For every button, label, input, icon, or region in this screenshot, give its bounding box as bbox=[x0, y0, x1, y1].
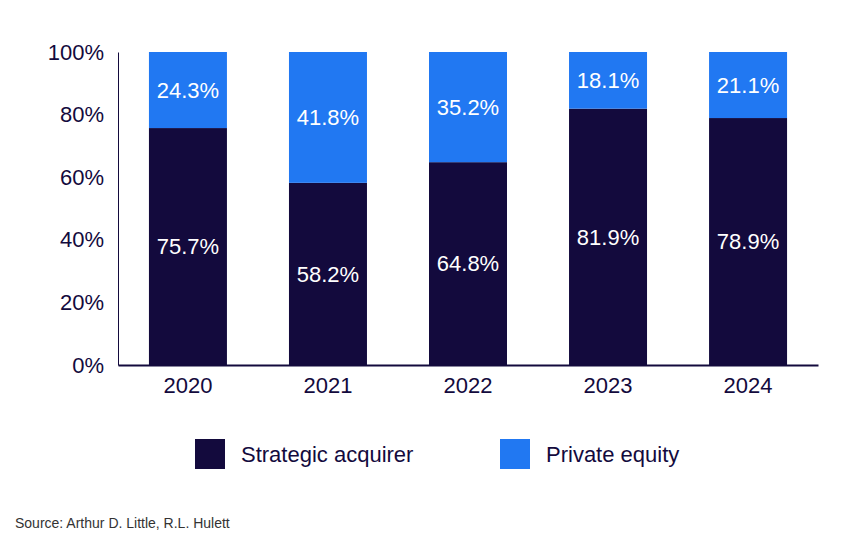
y-tick: 80% bbox=[60, 102, 118, 127]
x-tick-label: 2023 bbox=[584, 373, 633, 398]
data-label: 24.3% bbox=[157, 78, 219, 103]
y-axis-line bbox=[118, 53, 119, 366]
bar bbox=[709, 52, 787, 118]
data-label: 78.9% bbox=[717, 229, 779, 254]
legend-swatch bbox=[195, 439, 225, 469]
y-tick: 20% bbox=[60, 290, 118, 315]
chart: 75.7% 58.2% 64.8% 81.9% 78.9% 24.3% 41.8% 35.2%… bbox=[0, 0, 842, 550]
bar bbox=[429, 52, 507, 162]
x-tick: 2020 bbox=[163, 365, 212, 398]
bar bbox=[709, 118, 787, 365]
legend-item: Strategic acquirer bbox=[195, 439, 413, 469]
data-label: 41.8% bbox=[297, 105, 359, 130]
data-label: 75.7% bbox=[157, 234, 219, 259]
bar bbox=[149, 128, 227, 365]
y-axis: 0% 20% 40% 60% 80% 100% bbox=[48, 40, 119, 378]
x-tick-label: 2024 bbox=[724, 373, 773, 398]
data-label: 58.2% bbox=[297, 262, 359, 287]
data-label: 64.8% bbox=[437, 251, 499, 276]
bar bbox=[289, 183, 367, 365]
legend: Strategic acquirer Private equity bbox=[195, 439, 679, 469]
x-tick-label: 2022 bbox=[444, 373, 493, 398]
y-tick-label: 20% bbox=[60, 290, 104, 315]
legend-label: Strategic acquirer bbox=[241, 442, 413, 467]
y-tick-label: 100% bbox=[48, 40, 104, 65]
x-axis-line bbox=[119, 365, 819, 367]
x-tick: 2022 bbox=[444, 365, 493, 398]
data-label: 81.9% bbox=[577, 225, 639, 250]
y-tick-label: 60% bbox=[60, 165, 104, 190]
y-tick-label: 80% bbox=[60, 102, 104, 127]
bar bbox=[569, 109, 647, 365]
x-axis: 2020 2021 2022 2023 2024 bbox=[119, 365, 819, 398]
x-tick: 2024 bbox=[724, 365, 773, 398]
y-tick: 0% bbox=[72, 353, 118, 378]
y-tick: 40% bbox=[60, 227, 118, 252]
y-tick-label: 40% bbox=[60, 227, 104, 252]
data-labels: 75.7% 58.2% 64.8% 81.9% 78.9% 24.3% 41.8% 35.2%… bbox=[157, 68, 780, 287]
data-label: 18.1% bbox=[577, 68, 639, 93]
y-tick-label: 0% bbox=[72, 353, 104, 378]
x-tick: 2021 bbox=[303, 365, 352, 398]
y-tick: 60% bbox=[60, 165, 118, 190]
legend-item: Private equity bbox=[500, 439, 679, 469]
bar bbox=[289, 52, 367, 183]
legend-label: Private equity bbox=[546, 442, 679, 467]
x-tick-label: 2020 bbox=[163, 373, 212, 398]
x-tick-label: 2021 bbox=[303, 373, 352, 398]
y-tick: 100% bbox=[48, 40, 118, 65]
bars bbox=[149, 52, 787, 365]
source-note: Source: Arthur D. Little, R.L. Hulett bbox=[15, 515, 230, 531]
bar bbox=[429, 162, 507, 365]
x-tick: 2023 bbox=[584, 365, 633, 398]
bar bbox=[569, 52, 647, 109]
legend-swatch bbox=[500, 439, 530, 469]
bar bbox=[149, 52, 227, 128]
data-label: 21.1% bbox=[717, 73, 779, 98]
data-label: 35.2% bbox=[437, 95, 499, 120]
